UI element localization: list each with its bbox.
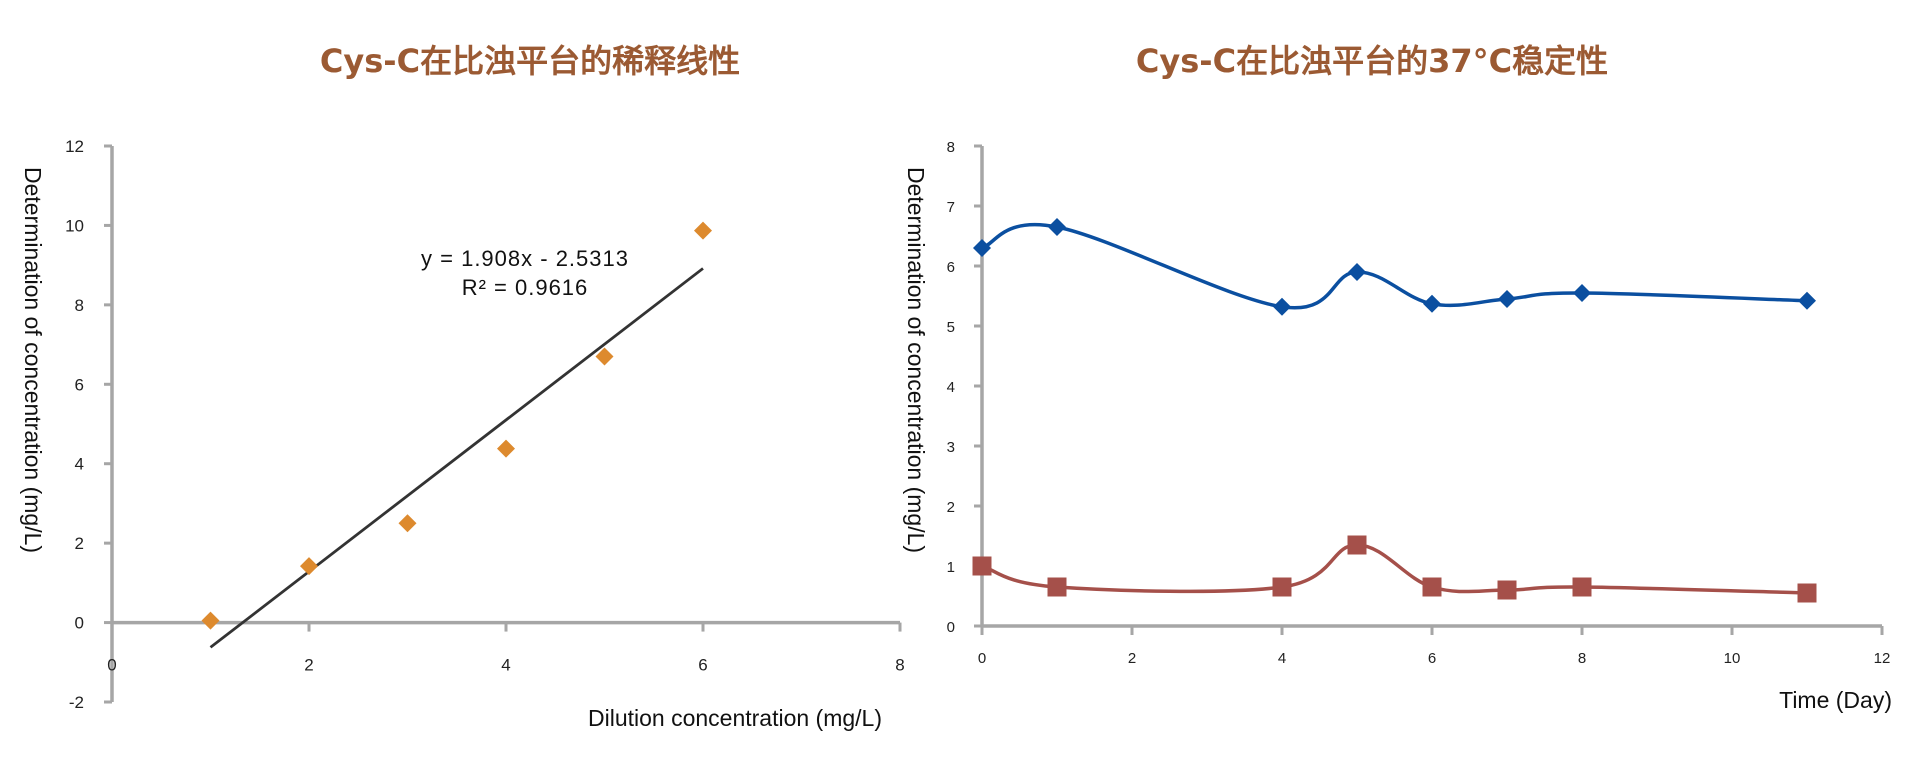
right-chart-title: Cys-C在比浊平台的37°C稳定性 [1136, 42, 1608, 80]
left-y-tick-label: 0 [75, 614, 84, 633]
series-2-square-marker [1047, 577, 1067, 597]
right-x-tick-label: 6 [1428, 650, 1436, 667]
right-y-tick-label: 6 [947, 259, 955, 276]
left-data-points [201, 221, 712, 630]
left-chart-title: Cys-C在比浊平台的稀释线性 [320, 42, 740, 80]
series-1-diamond-marker [1273, 297, 1291, 316]
trendline-r-squared: R² = 0.9616 [462, 275, 589, 300]
right-x-tick-label: 10 [1724, 650, 1741, 667]
left-y-tick-label: -2 [69, 693, 84, 712]
series-2-square-marker [1347, 535, 1367, 555]
series-1-diamond-marker [1498, 290, 1516, 308]
right-y-tick-label: 0 [947, 619, 955, 636]
data-point-diamond [595, 347, 614, 366]
left-tick-labels: -2 0 2 4 6 8 10 12 0 2 4 6 8 [65, 137, 905, 712]
left-x-tick-label: 4 [501, 656, 510, 675]
left-x-axis-label: Dilution concentration (mg/L) [588, 705, 882, 731]
left-y-axis-label: Determination of concentration (mg/L) [20, 167, 46, 553]
series-2-square-marker [972, 556, 992, 576]
left-y-tick-label: 8 [75, 296, 84, 315]
right-y-tick-label: 8 [947, 139, 955, 156]
right-y-tick-label: 1 [947, 559, 955, 576]
left-y-tick-label: 2 [75, 534, 84, 553]
trendline-equation: y = 1.908x - 2.5313 [421, 246, 629, 271]
right-series-lines [981, 223, 1808, 595]
right-x-tick-label: 2 [1128, 650, 1136, 667]
right-y-tick-label: 5 [947, 319, 955, 336]
series-1-diamond-marker [973, 239, 991, 257]
series-2-square-marker [1422, 577, 1442, 597]
series-1-diamond-marker [1348, 263, 1366, 281]
data-point-diamond [300, 557, 318, 576]
series-line-1 [981, 223, 1808, 310]
right-y-tick-label: 3 [947, 439, 955, 456]
series-2-square-marker [1272, 577, 1292, 597]
right-data-points [972, 218, 1817, 603]
series-1-diamond-marker [1048, 218, 1066, 236]
data-point-diamond [497, 439, 515, 458]
right-y-tick-label: 7 [947, 199, 955, 216]
left-x-tick-label: 8 [895, 656, 904, 675]
series-1-diamond-marker [1573, 284, 1591, 302]
series-2-square-marker [1572, 577, 1592, 597]
series-1-diamond-marker [1423, 294, 1441, 313]
right-x-tick-label: 8 [1578, 650, 1586, 667]
left-y-tick-label: 10 [65, 216, 84, 235]
stability-chart: Cys-C在比浊平台的37°C稳定性 Determination of conc… [903, 42, 1892, 713]
data-point-diamond [398, 514, 417, 533]
series-2-square-marker [1497, 580, 1517, 600]
right-y-tick-label: 4 [947, 379, 955, 396]
left-trendline-group [209, 267, 704, 649]
left-y-tick-label: 12 [65, 137, 84, 156]
right-x-axis-label: Time (Day) [1779, 687, 1892, 713]
data-point-diamond [201, 611, 220, 630]
right-x-tick-label: 12 [1874, 650, 1891, 667]
series-line-2 [981, 543, 1808, 595]
left-y-tick-label: 6 [75, 375, 84, 394]
right-y-tick-label: 2 [947, 499, 955, 516]
trendline [209, 267, 704, 649]
series-2-square-marker [1797, 583, 1817, 603]
left-y-tick-label: 4 [75, 455, 84, 474]
left-x-tick-label: 0 [107, 656, 116, 675]
right-y-axis-label: Determination of concentration (mg/L) [903, 167, 929, 553]
left-x-tick-label: 6 [698, 656, 707, 675]
right-x-tick-label: 0 [978, 650, 986, 667]
left-x-tick-label: 2 [304, 656, 313, 675]
right-axes [974, 144, 1884, 635]
series-1-diamond-marker [1798, 291, 1816, 310]
right-x-tick-label: 4 [1278, 650, 1286, 667]
dilution-linearity-chart: Cys-C在比浊平台的稀释线性 Determination of concent… [20, 42, 905, 731]
data-point-diamond [694, 221, 712, 240]
